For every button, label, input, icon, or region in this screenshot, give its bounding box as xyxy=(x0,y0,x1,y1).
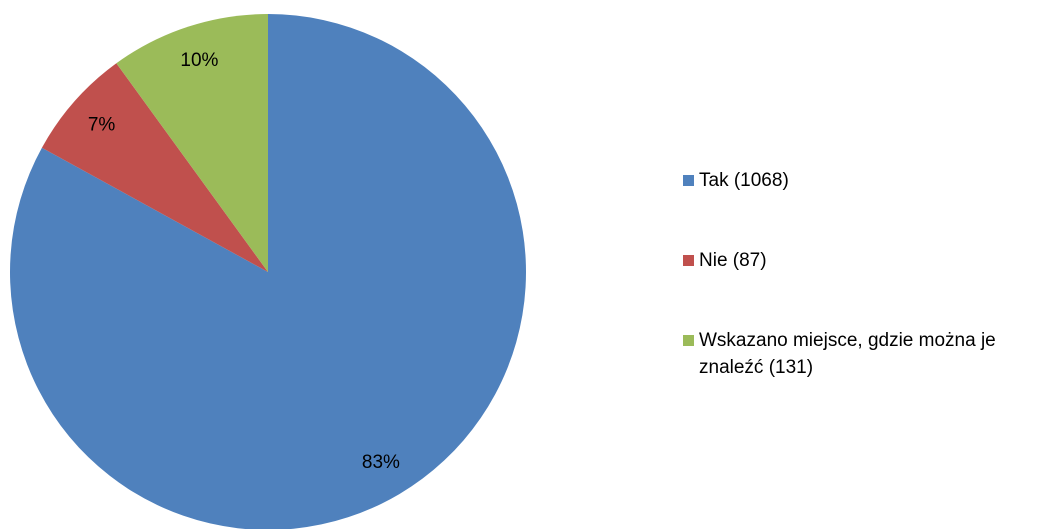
pie-slice xyxy=(116,14,268,272)
legend-item: Wskazano miejsce, gdzie można je znaleźć… xyxy=(683,327,1043,381)
legend-swatch xyxy=(683,335,694,346)
legend-swatch xyxy=(683,175,694,186)
pie-slice xyxy=(10,14,526,529)
data-label: 10% xyxy=(180,50,218,71)
pie-slice xyxy=(41,63,269,272)
data-label: 83% xyxy=(362,452,400,473)
legend-label: Tak (1068) xyxy=(699,170,789,191)
legend-label: Nie (87) xyxy=(699,250,767,271)
legend-item: Tak (1068) xyxy=(683,167,1043,194)
legend-swatch xyxy=(683,255,694,266)
data-label: 7% xyxy=(88,114,116,135)
legend-label: Wskazano miejsce, gdzie można je znaleźć… xyxy=(699,330,996,378)
pie-area: 83% 7% 10% xyxy=(10,14,526,529)
legend-item: Nie (87) xyxy=(683,247,1043,274)
